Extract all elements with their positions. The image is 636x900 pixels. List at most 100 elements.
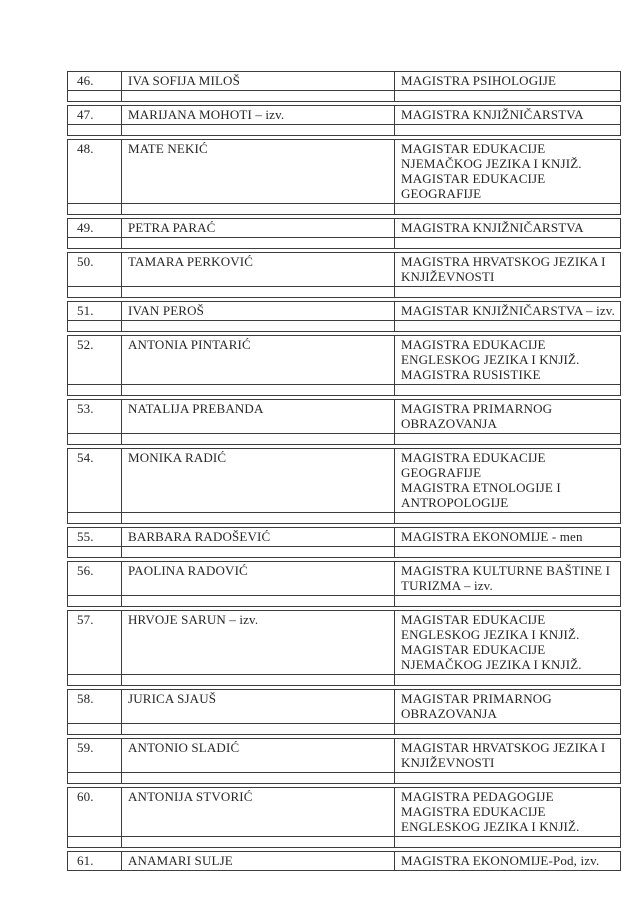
record-name-cell: HRVOJE SARUN – izv. [121,611,394,674]
spacer-title-cell [394,547,620,557]
table-record: 59. ANTONIO SLADIĆ MAGISTAR HRVATSKOG JE… [67,738,621,784]
table-row: 49. PETRA PARAĆ MAGISTRA KNJIŽNIČARSTVA [68,219,620,237]
table-row: 61. ANAMARI SULJE MAGISTRA EKONOMIJE-Pod… [68,852,620,870]
table-row: 48. MATE NEKIĆ MAGISTAR EDUKACIJE NJEMAČ… [68,140,620,203]
table-record: 53. NATALIJA PREBANDA MAGISTRA PRIMARNOG… [67,399,621,445]
spacer-row [68,595,620,606]
spacer-name-cell [121,547,394,557]
spacer-number-cell [68,204,121,214]
record-title-cell: MAGISTRA HRVATSKOG JEZIKA I KNJIŽEVNOSTI [394,253,620,286]
record-number-cell: 59. [77,740,94,755]
spacer-row [68,512,620,523]
spacer-number-cell [68,321,121,331]
table-row: 53. NATALIJA PREBANDA MAGISTRA PRIMARNOG… [68,400,620,433]
table-record: 61. ANAMARI SULJE MAGISTRA EKONOMIJE-Pod… [67,851,621,871]
spacer-number-cell [68,385,121,395]
spacer-row [68,836,620,847]
spacer-title-cell [394,204,620,214]
spacer-title-cell [394,773,620,783]
record-name-cell: PAOLINA RADOVIĆ [121,562,394,595]
record-name-cell: NATALIJA PREBANDA [121,400,394,433]
spacer-name-cell [121,204,394,214]
spacer-name-cell [121,513,394,523]
record-number-cell: 54. [77,450,94,465]
spacer-number-cell [68,434,121,444]
table-record: 46. IVA SOFIJA MILOŠ MAGISTRA PSIHOLOGIJ… [67,71,621,102]
table-row: 60. ANTONIJA STVORIĆ MAGISTRA PEDAGOGIJE… [68,788,620,836]
record-name-cell: BARBARA RADOŠEVIĆ [121,528,394,546]
record-title-cell: MAGISTRA PEDAGOGIJE MAGISTRA EDUKACIJE E… [394,788,620,836]
spacer-name-cell [121,238,394,248]
table-row: 56. PAOLINA RADOVIĆ MAGISTRA KULTURNE BA… [68,562,620,595]
record-name-cell: MATE NEKIĆ [121,140,394,203]
record-number-cell: 51. [77,303,94,318]
spacer-name-cell [121,321,394,331]
spacer-title-cell [394,724,620,734]
record-name-cell: JURICA SJAUŠ [121,690,394,723]
spacer-name-cell [121,434,394,444]
table-record: 49. PETRA PARAĆ MAGISTRA KNJIŽNIČARSTVA [67,218,621,249]
record-title-cell: MAGISTAR EDUKACIJE NJEMAČKOG JEZIKA I KN… [394,140,620,203]
spacer-row [68,90,620,101]
spacer-title-cell [394,596,620,606]
spacer-title-cell [394,513,620,523]
table-row: 57. HRVOJE SARUN – izv. MAGISTAR EDUKACI… [68,611,620,674]
spacer-row [68,384,620,395]
record-title-cell: MAGISTRA PSIHOLOGIJE [394,72,620,90]
record-number-cell: 56. [77,563,94,578]
spacer-name-cell [121,837,394,847]
spacer-row [68,674,620,685]
table-record: 50. TAMARA PERKOVIĆ MAGISTRA HRVATSKOG J… [67,252,621,298]
table-record: 51. IVAN PEROŠ MAGISTAR KNJIŽNIČARSTVA –… [67,301,621,332]
record-number-cell: 60. [77,789,94,804]
record-name-cell: MONIKA RADIĆ [121,449,394,512]
spacer-row [68,772,620,783]
record-name-cell: TAMARA PERKOVIĆ [121,253,394,286]
spacer-name-cell [121,125,394,135]
record-name-cell: ANTONIA PINTARIĆ [121,336,394,384]
table-record: 60. ANTONIJA STVORIĆ MAGISTRA PEDAGOGIJE… [67,787,621,848]
record-number-cell: 52. [77,337,94,352]
spacer-name-cell [121,596,394,606]
spacer-number-cell [68,91,121,101]
spacer-title-cell [394,125,620,135]
spacer-title-cell [394,385,620,395]
record-number-cell: 55. [77,529,94,544]
table-record: 57. HRVOJE SARUN – izv. MAGISTAR EDUKACI… [67,610,621,686]
record-number-cell: 57. [77,612,94,627]
record-name-cell: PETRA PARAĆ [121,219,394,237]
spacer-name-cell [121,91,394,101]
spacer-number-cell [68,596,121,606]
spacer-title-cell [394,837,620,847]
table-row: 46. IVA SOFIJA MILOŠ MAGISTRA PSIHOLOGIJ… [68,72,620,90]
table-row: 54. MONIKA RADIĆ MAGISTRA EDUKACIJE GEOG… [68,449,620,512]
record-number-cell: 46. [77,73,94,88]
spacer-name-cell [121,287,394,297]
record-name-cell: IVAN PEROŠ [121,302,394,320]
table-record: 56. PAOLINA RADOVIĆ MAGISTRA KULTURNE BA… [67,561,621,607]
spacer-number-cell [68,513,121,523]
record-number-cell: 49. [77,220,94,235]
spacer-row [68,124,620,135]
record-title-cell: MAGISTRA EDUKACIJE ENGLESKOG JEZIKA I KN… [394,336,620,384]
spacer-number-cell [68,238,121,248]
spacer-number-cell [68,547,121,557]
table-record: 54. MONIKA RADIĆ MAGISTRA EDUKACIJE GEOG… [67,448,621,524]
spacer-number-cell [68,724,121,734]
table-row: 59. ANTONIO SLADIĆ MAGISTAR HRVATSKOG JE… [68,739,620,772]
record-title-cell: MAGISTAR EDUKACIJE ENGLESKOG JEZIKA I KN… [394,611,620,674]
spacer-number-cell [68,773,121,783]
record-title-cell: MAGISTRA KULTURNE BAŠTINE I TURIZMA – iz… [394,562,620,595]
table-record: 55. BARBARA RADOŠEVIĆ MAGISTRA EKONOMIJE… [67,527,621,558]
table-row: 50. TAMARA PERKOVIĆ MAGISTRA HRVATSKOG J… [68,253,620,286]
record-title-cell: MAGISTRA PRIMARNOG OBRAZOVANJA [394,400,620,433]
record-name-cell: ANTONIJA STVORIĆ [121,788,394,836]
table-row: 51. IVAN PEROŠ MAGISTAR KNJIŽNIČARSTVA –… [68,302,620,320]
spacer-title-cell [394,321,620,331]
record-title-cell: MAGISTAR PRIMARNOG OBRAZOVANJA [394,690,620,723]
record-number-cell: 53. [77,401,94,416]
record-number-cell: 47. [77,107,94,122]
table-record: 52. ANTONIA PINTARIĆ MAGISTRA EDUKACIJE … [67,335,621,396]
record-title-cell: MAGISTAR KNJIŽNIČARSTVA – izv. [394,302,620,320]
